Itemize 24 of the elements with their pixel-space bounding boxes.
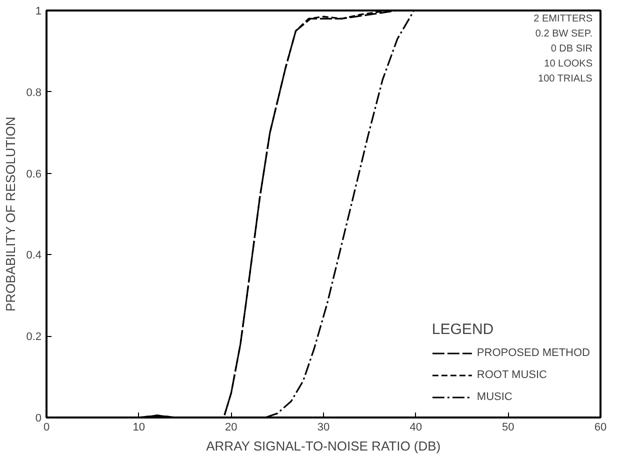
x-axis-title: ARRAY SIGNAL-TO-NOISE RATIO (DB)	[206, 438, 441, 454]
annotation: 2 EMITTERS	[534, 14, 593, 24]
annotation: 0 DB SIR	[550, 44, 593, 54]
annotation: 0.2 BW SEP.	[535, 28, 593, 40]
y-tick-label: 0.8	[26, 86, 42, 99]
annotation: 100 TRIALS	[538, 74, 593, 84]
y-tick-label: 0.4	[26, 250, 42, 262]
legend-label: ROOT MUSIC	[476, 369, 547, 381]
y-tick-label: 0	[35, 412, 42, 424]
x-tick-label: 40	[410, 422, 422, 434]
x-tick-label: 20	[225, 422, 238, 434]
y-tick-label: 0.2	[26, 331, 42, 344]
x-tick-label: 0	[43, 422, 50, 434]
y-tick-label: 0.6	[26, 168, 42, 180]
legend-title: LEGEND	[432, 321, 495, 338]
x-tick-label: 10	[132, 422, 145, 434]
x-tick-label: 60	[594, 422, 607, 434]
legend-label: PROPOSED METHOD	[476, 347, 590, 359]
annotation: 10 LOOKS	[544, 58, 593, 70]
legend-label: MUSIC	[476, 391, 512, 403]
x-tick-label: 30	[317, 422, 330, 434]
x-tick-label: 50	[502, 422, 514, 434]
y-tick-label: 1	[35, 6, 42, 18]
y-axis-title: PROBABILITY OF RESOLUTION	[3, 116, 18, 312]
